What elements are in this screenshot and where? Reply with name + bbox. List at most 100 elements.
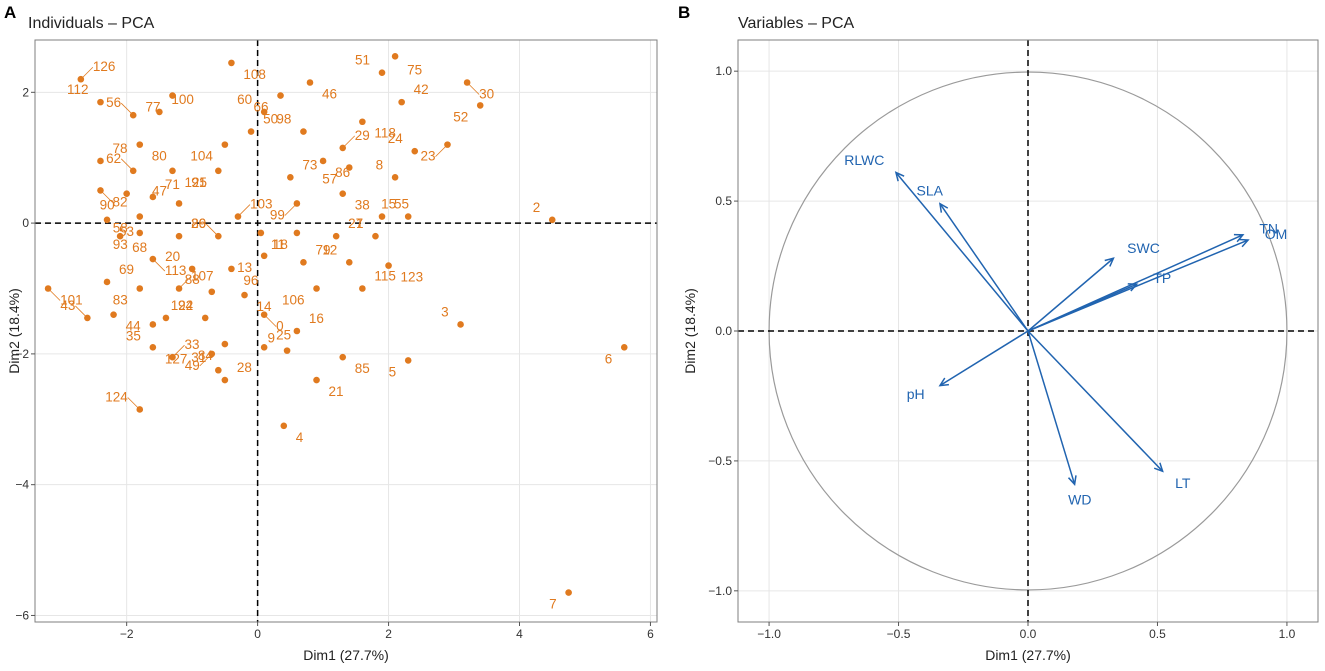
point-label-53: 53: [119, 224, 134, 239]
point-85: [339, 353, 347, 361]
point-label-118: 118: [374, 126, 396, 141]
variable-label-swc: SWC: [1127, 240, 1160, 256]
x-tick-label: 0.0: [1020, 627, 1037, 641]
y-tick-label: −6: [15, 608, 29, 622]
point-label-35: 35: [126, 328, 141, 343]
point-35: [149, 321, 157, 328]
arrow-head: [1127, 283, 1139, 292]
point-113: [149, 255, 157, 263]
point-56: [129, 111, 137, 119]
point-46: [306, 79, 314, 86]
point-label-127: 127: [165, 351, 188, 366]
arrow-wd: [1027, 330, 1077, 486]
point-label-8: 8: [376, 157, 384, 172]
arrow-head: [894, 171, 905, 182]
arrow-ph: [938, 330, 1029, 387]
variable-label-lt: LT: [1175, 475, 1191, 491]
arrow-head: [938, 202, 949, 213]
point-107: [175, 285, 183, 292]
point-16: [293, 327, 301, 335]
panel-a-points: [44, 53, 628, 596]
point-label-69: 69: [119, 262, 134, 277]
point-123: [385, 262, 392, 269]
point-label-52: 52: [453, 109, 468, 124]
y-tick-label: 0: [22, 216, 29, 230]
point-label-106: 106: [282, 292, 305, 307]
x-tick-label: 1.0: [1279, 627, 1296, 641]
x-tick-label: 6: [647, 627, 654, 641]
point-49: [208, 350, 216, 358]
point-90: [123, 190, 130, 197]
point-label-103: 103: [250, 197, 273, 212]
point-label-80: 80: [152, 149, 167, 164]
point-11: [293, 229, 301, 237]
point-60: [260, 108, 268, 116]
y-tick-label: −0.5: [708, 454, 732, 468]
point-label-18: 18: [273, 237, 288, 252]
point-label-62: 62: [106, 151, 121, 166]
point-label-46: 46: [322, 87, 337, 102]
point-29: [339, 144, 347, 152]
y-tick-label: −2: [15, 347, 29, 361]
point-84: [221, 340, 229, 348]
variable-label-om: OM: [1265, 226, 1288, 242]
point-label-89: 89: [191, 216, 206, 231]
point-44: [110, 311, 117, 318]
point-label-122: 122: [171, 298, 194, 313]
point-label-75: 75: [407, 62, 422, 77]
point-label-66: 66: [253, 100, 268, 115]
point-43: [84, 314, 91, 322]
point-label-13: 13: [237, 260, 252, 275]
y-tick-label: −1.0: [708, 584, 732, 598]
x-tick-label: 0: [254, 627, 261, 641]
arrow-head: [1067, 475, 1077, 486]
point-label-113: 113: [165, 263, 187, 278]
point-124: [136, 406, 144, 413]
point-label-88: 88: [185, 272, 200, 287]
panel-b-title: Variables – PCA: [738, 15, 855, 32]
point-label-58: 58: [113, 221, 128, 236]
arrow-shaft: [1027, 283, 1138, 332]
point-label-91: 91: [191, 175, 206, 190]
point-93: [136, 229, 144, 237]
panel-b-y-axis-title: Dim2 (18.4%): [682, 288, 698, 374]
variable-label-rlwc: RLWC: [844, 152, 884, 168]
point-51: [378, 69, 386, 76]
point-label-24: 24: [388, 131, 404, 146]
panel-b-x-axis-title: Dim1 (27.7%): [985, 647, 1071, 663]
point-18: [257, 229, 265, 237]
x-tick-label: 2: [385, 627, 392, 641]
panel-a-letter: A: [4, 3, 16, 22]
point-label-57: 57: [322, 172, 337, 187]
point-label-42: 42: [414, 82, 429, 97]
point-2: [548, 216, 556, 224]
point-label-93: 93: [113, 237, 128, 252]
arrow-tp: [1027, 283, 1139, 332]
point-101: [44, 285, 52, 292]
point-label-55: 55: [394, 197, 409, 212]
point-label-23: 23: [420, 149, 435, 164]
x-tick-label: −2: [120, 627, 134, 641]
arrow-shaft: [895, 172, 1029, 332]
point-label-33: 33: [184, 337, 199, 352]
point-label-104: 104: [190, 149, 213, 164]
point-label-44: 44: [126, 319, 142, 334]
point-83: [136, 285, 144, 292]
point-label-11: 11: [271, 237, 285, 252]
panel-a-x-axis-title: Dim1 (27.7%): [303, 647, 389, 663]
point-label-84: 84: [198, 348, 214, 363]
point-label-15: 15: [381, 197, 396, 212]
point-label-123: 123: [401, 270, 424, 285]
point-14: [241, 291, 248, 299]
arrow-lt: [1027, 330, 1164, 473]
point-label-6: 6: [605, 351, 613, 366]
point-38: [339, 190, 347, 197]
point-24: [411, 147, 419, 155]
point-86: [319, 157, 327, 165]
point-label-101: 101: [60, 292, 83, 307]
point-label-94: 94: [178, 298, 194, 313]
point-98: [300, 128, 307, 135]
point-label-25: 25: [276, 327, 291, 342]
point-55: [378, 213, 386, 220]
arrow-sla: [938, 202, 1029, 332]
